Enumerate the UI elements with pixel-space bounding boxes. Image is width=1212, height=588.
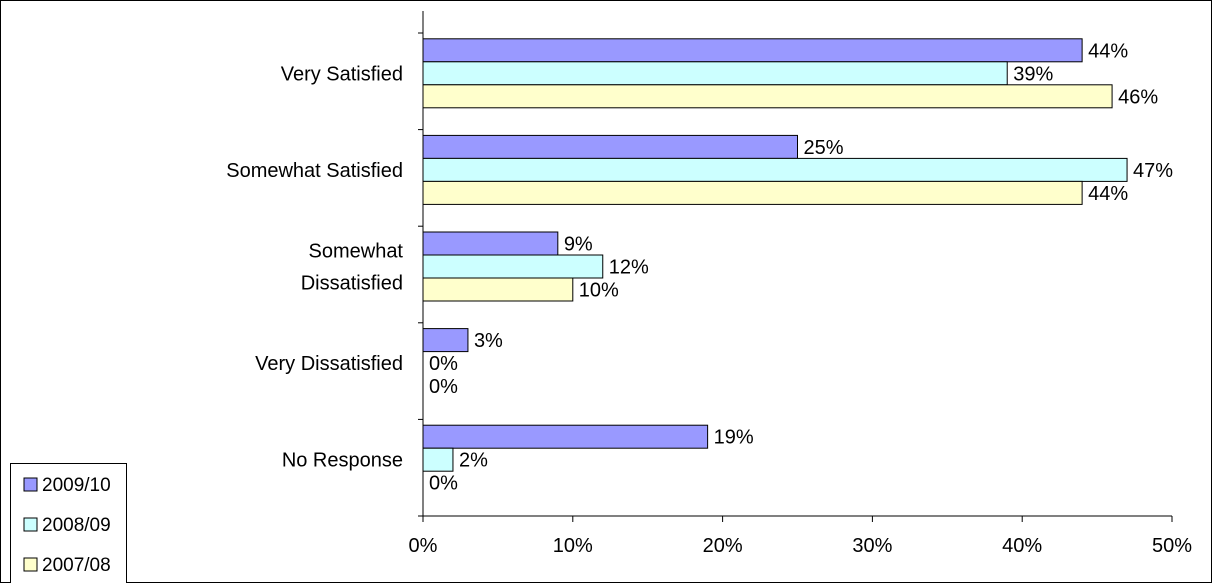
data-label-2007-08-very-dissatisfied: 0% <box>429 376 458 398</box>
x-tick-label-0: 0% <box>409 535 438 557</box>
bar-2008-09-very-satisfied <box>422 61 1008 86</box>
bar-2009-10-no-response <box>422 424 709 449</box>
bar-2007-08-somewhat-satisfied <box>422 180 1083 205</box>
data-label-2007-08-no-response: 0% <box>429 473 458 495</box>
data-label-2007-08-very-satisfied: 46% <box>1118 86 1158 108</box>
bar-2009-10-very-satisfied <box>422 38 1083 63</box>
x-tick-label-50: 50% <box>1152 535 1192 557</box>
category-label-very-dissatisfied: Very Dissatisfied <box>255 353 403 375</box>
data-label-2007-08-somewhat-dissatisfied: 10% <box>579 280 619 302</box>
bar-2009-10-somewhat-dissatisfied <box>422 231 559 256</box>
category-label-somewhat-dissatisfied: Dissatisfied <box>301 273 403 295</box>
data-label-2008-09-somewhat-dissatisfied: 12% <box>609 257 649 279</box>
data-label-2007-08-somewhat-satisfied: 44% <box>1088 183 1128 205</box>
bar-2009-10-somewhat-satisfied <box>422 134 798 159</box>
data-label-2008-09-somewhat-satisfied: 47% <box>1133 160 1173 182</box>
category-label-very-satisfied: Very Satisfied <box>281 63 403 85</box>
data-label-2009-10-somewhat-satisfied: 25% <box>804 137 844 159</box>
bar-2007-08-very-satisfied <box>422 84 1113 109</box>
x-tick-label-10: 10% <box>553 535 593 557</box>
bar-2009-10-very-dissatisfied <box>422 328 469 353</box>
x-tick-label-30: 30% <box>852 535 892 557</box>
data-label-2009-10-somewhat-dissatisfied: 9% <box>564 234 593 256</box>
data-label-2008-09-very-satisfied: 39% <box>1013 63 1053 85</box>
legend-swatch-2009-10 <box>23 477 38 492</box>
legend-swatch-2008-09 <box>23 517 38 532</box>
legend-label-2009-10: 2009/10 <box>42 475 111 496</box>
data-label-2008-09-very-dissatisfied: 0% <box>429 353 458 375</box>
plot-area: 0% 10% 20% 30% 40% 50% Very Satisfied 44% 39% 46%… <box>226 11 1192 557</box>
legend-swatch-2007-08 <box>23 557 38 572</box>
bar-2008-09-no-response <box>422 447 454 472</box>
bar-2007-08-somewhat-dissatisfied <box>422 277 574 302</box>
category-label-no-response: No Response <box>282 450 403 472</box>
legend-label-2007-08: 2007/08 <box>42 555 111 576</box>
legend: 2009/10 2008/09 2007/08 <box>10 463 127 584</box>
bar-2008-09-somewhat-satisfied <box>422 157 1128 182</box>
x-tick-label-20: 20% <box>703 535 743 557</box>
data-label-2009-10-no-response: 19% <box>714 427 754 449</box>
category-label-somewhat-satisfied: Somewhat Satisfied <box>226 160 403 182</box>
category-label-somewhat-dissatisfied: Somewhat <box>309 241 404 263</box>
data-label-2009-10-very-satisfied: 44% <box>1088 40 1128 62</box>
bar-2008-09-somewhat-dissatisfied <box>422 254 604 279</box>
legend-label-2008-09: 2008/09 <box>42 515 111 536</box>
data-label-2008-09-no-response: 2% <box>459 450 488 472</box>
x-tick-label-40: 40% <box>1002 535 1042 557</box>
data-label-2009-10-very-dissatisfied: 3% <box>474 330 503 352</box>
